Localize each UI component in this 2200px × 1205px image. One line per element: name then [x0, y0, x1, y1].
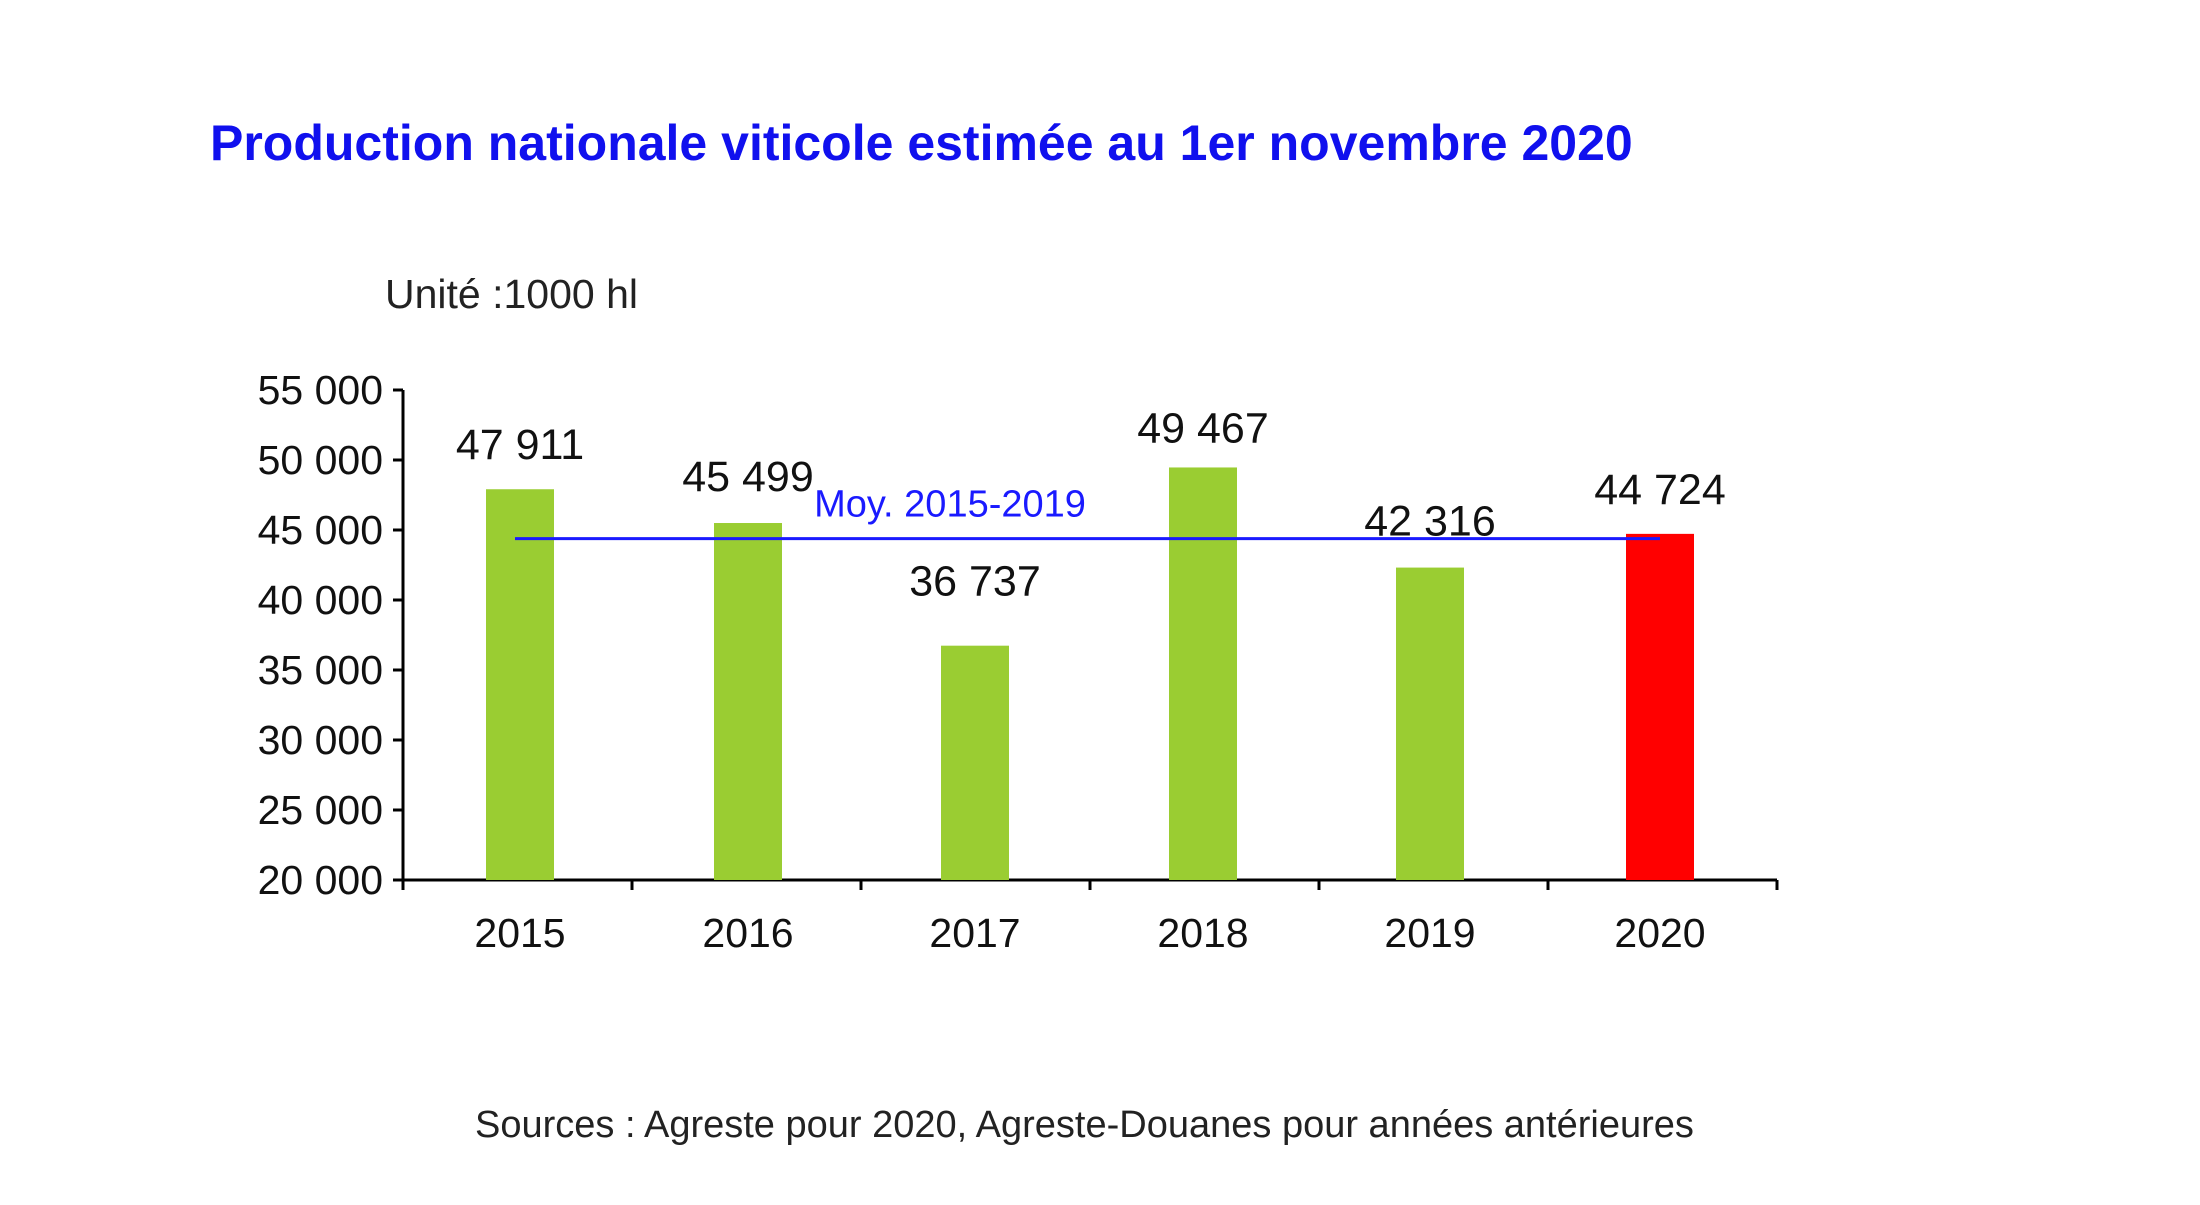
y-tick-label: 30 000 — [258, 717, 383, 763]
bar-2018 — [1169, 467, 1237, 880]
y-tick-label: 25 000 — [258, 787, 383, 833]
y-tick-label: 20 000 — [258, 857, 383, 903]
y-tick-label: 55 000 — [258, 367, 383, 413]
y-tick-label: 45 000 — [258, 507, 383, 553]
source-note: Sources : Agreste pour 2020, Agreste-Dou… — [475, 1104, 1694, 1146]
data-label-2017: 36 737 — [909, 558, 1041, 606]
bar-2017 — [941, 645, 1009, 880]
x-tick-label: 2016 — [702, 910, 793, 956]
x-tick-label: 2019 — [1384, 910, 1475, 956]
data-label-2016: 45 499 — [682, 453, 814, 501]
x-axis: 2015 2016 2017 2018 2019 2020 — [401, 878, 1779, 956]
x-tick-label: 2015 — [474, 910, 565, 956]
unit-label: Unité :1000 hl — [385, 271, 638, 317]
data-label-2020: 44 724 — [1594, 466, 1726, 514]
x-tick-label: 2018 — [1157, 910, 1248, 956]
bar-2015 — [486, 489, 554, 880]
bar-2016 — [714, 523, 782, 880]
bar-2020 — [1626, 533, 1694, 880]
x-tick-label: 2020 — [1614, 910, 1705, 956]
chart-title: Production nationale viticole estimée au… — [210, 115, 1633, 171]
bars — [486, 467, 1694, 880]
y-tick-label: 35 000 — [258, 647, 383, 693]
data-label-2015: 47 911 — [456, 421, 584, 469]
x-tick-label: 2017 — [929, 910, 1020, 956]
average-line-group: Moy. 2015-2019 — [515, 484, 1660, 541]
bar-2019 — [1396, 567, 1464, 880]
data-label-2018: 49 467 — [1137, 404, 1269, 452]
average-label: Moy. 2015-2019 — [814, 484, 1086, 526]
y-tick-label: 40 000 — [258, 577, 383, 623]
y-tick-label: 50 000 — [258, 437, 383, 483]
data-label-2019: 42 316 — [1364, 498, 1496, 546]
data-labels: 47 911 45 499 36 737 49 467 42 316 44 724 — [456, 404, 1726, 605]
y-axis: 20 000 25 000 30 000 35 000 40 000 45 000 50 0… — [258, 367, 405, 903]
